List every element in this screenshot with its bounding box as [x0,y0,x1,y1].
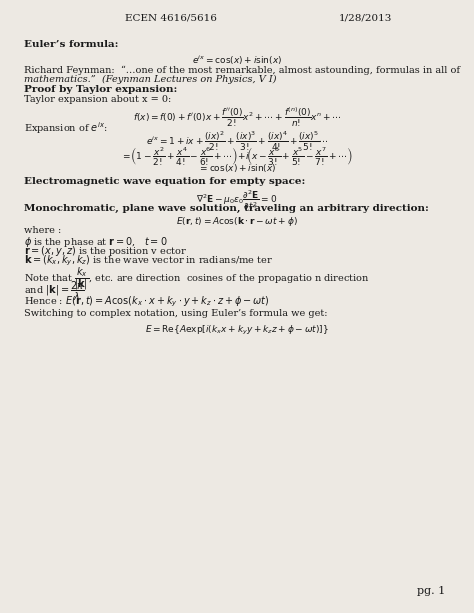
Text: $= \!\left(1 - \dfrac{x^2}{2!} + \dfrac{x^4}{4!} - \dfrac{x^6}{6!} + \cdots\righ: $= \!\left(1 - \dfrac{x^2}{2!} + \dfrac{… [121,146,353,168]
Text: Euler’s formula:: Euler’s formula: [24,40,118,49]
Text: $f(x) = f(0) + f'(0)x + \dfrac{f''(0)}{2!}x^2 + \cdots + \dfrac{f^{(n)}(0)}{n!}x: $f(x) = f(0) + f'(0)x + \dfrac{f''(0)}{2… [133,105,341,129]
Text: mathematics.”  (Feynman Lectures on Physics, V I): mathematics.” (Feynman Lectures on Physi… [24,75,276,84]
Text: Proof by Taylor expansion:: Proof by Taylor expansion: [24,85,177,94]
Text: $\nabla^2\mathbf{E} - \mu_0\varepsilon_0\dfrac{\partial^2 \mathbf{E}}{\partial t: $\nabla^2\mathbf{E} - \mu_0\varepsilon_0… [196,189,278,213]
Text: $e^{ix} = 1 + ix + \dfrac{(ix)^2}{2!} + \dfrac{(ix)^3}{3!} + \dfrac{(ix)^4}{4!} : $e^{ix} = 1 + ix + \dfrac{(ix)^2}{2!} + … [146,129,328,153]
Text: and $|\mathbf{k}| = \dfrac{2\pi}{\lambda}$: and $|\mathbf{k}| = \dfrac{2\pi}{\lambda… [24,280,84,303]
Text: $E = \mathrm{Re}\{A\exp[i(k_x x + k_y y + k_z z + \phi - \omega t)]\}$: $E = \mathrm{Re}\{A\exp[i(k_x x + k_y y … [145,324,329,337]
Text: 1/28/2013: 1/28/2013 [338,13,392,23]
Text: Richard Feynman:  “…one of the most remarkable, almost astounding, formulas in a: Richard Feynman: “…one of the most remar… [24,66,460,75]
Text: Monochromatic, plane wave solution, traveling an arbitrary direction:: Monochromatic, plane wave solution, trav… [24,204,428,213]
Text: $= \cos(x) + i\sin(x)$: $= \cos(x) + i\sin(x)$ [198,162,276,174]
Text: where :: where : [24,226,61,235]
Text: $E(\mathbf{r},t) = A\cos(\mathbf{k}\cdot\mathbf{r} - \omega t + \phi)$: $E(\mathbf{r},t) = A\cos(\mathbf{k}\cdot… [176,215,298,227]
Text: $\mathbf{k} = (k_x, k_y, k_z)$ is the wave vector in radians/me ter: $\mathbf{k} = (k_x, k_y, k_z)$ is the wa… [24,253,273,267]
Text: pg. 1: pg. 1 [417,586,446,596]
Text: Taylor expansion about x = 0:: Taylor expansion about x = 0: [24,95,171,104]
Text: $\mathbf{r} = (x, y, z)$ is the position v ector: $\mathbf{r} = (x, y, z)$ is the position… [24,244,187,258]
Text: $\phi$ is the phase at $\mathbf{r} = 0$,   $t = 0$: $\phi$ is the phase at $\mathbf{r} = 0$,… [24,235,167,249]
Text: Expansion of $e^{ix}$:: Expansion of $e^{ix}$: [24,120,108,136]
Text: ECEN 4616/5616: ECEN 4616/5616 [125,13,217,23]
Text: Hence : $E(\mathbf{r},t) = A\cos(k_x\cdot x + k_y\cdot y + k_z\cdot z + \phi - \: Hence : $E(\mathbf{r},t) = A\cos(k_x\cdo… [24,294,269,308]
Text: Electromagnetic wave equation for empty space:: Electromagnetic wave equation for empty … [24,177,305,186]
Text: Note that $\dfrac{k_x}{|\mathbf{k}|}$, etc. are direction  cosines of the propag: Note that $\dfrac{k_x}{|\mathbf{k}|}$, e… [24,265,369,292]
Text: Switching to complex notation, using Euler’s formula we get:: Switching to complex notation, using Eul… [24,309,327,318]
Text: $e^{ix} = \cos(x) + i\sin(x)$: $e^{ix} = \cos(x) + i\sin(x)$ [192,54,282,67]
